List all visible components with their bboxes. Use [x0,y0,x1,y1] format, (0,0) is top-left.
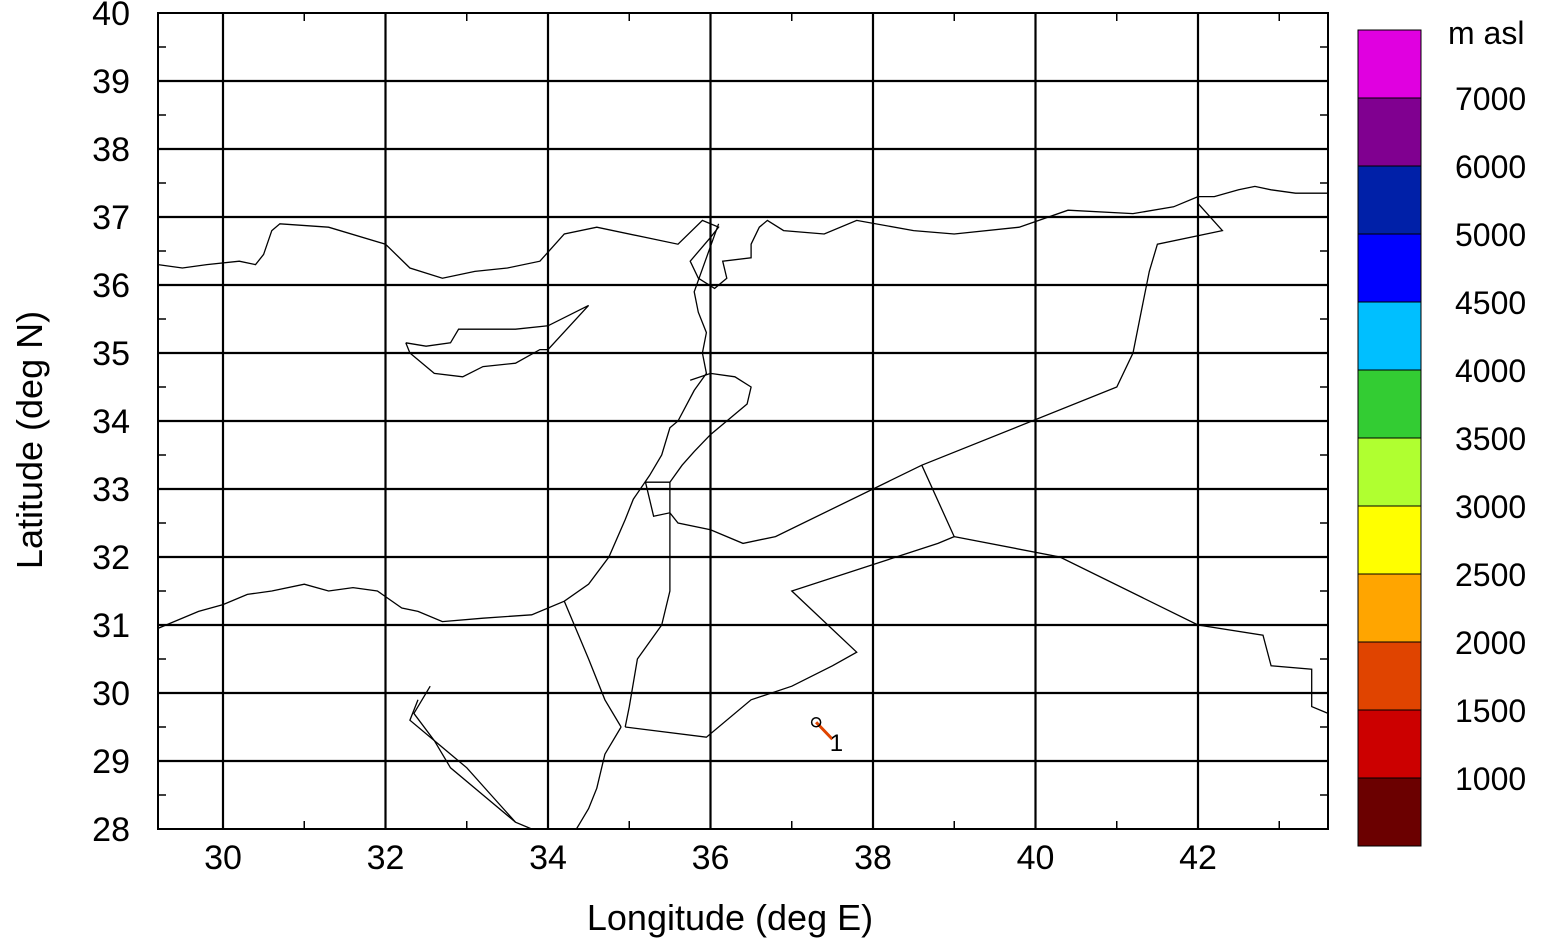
colorbar-label: 1500 [1455,693,1526,729]
jordan-israel-border [624,482,671,728]
syria-lebanon-border [645,372,752,483]
colorbar-swatch [1357,573,1422,643]
levant-coast [157,223,720,629]
colorbar-swatch [1357,301,1422,371]
colorbar-swatch [1357,97,1422,167]
colorbar-label: 1000 [1455,761,1526,797]
colorbar-label: 6000 [1455,149,1526,185]
colorbar-title: m asl [1448,15,1524,51]
x-tick-label: 32 [367,839,405,877]
x-tick-label: 34 [529,839,567,877]
x-tick-label: 30 [204,839,242,877]
coastlines-borders [157,185,1329,830]
colorbar-label: 4500 [1455,285,1526,321]
x-tick-label: 38 [854,839,892,877]
x-tick-label: 42 [1179,839,1217,877]
colorbar-swatch [1357,233,1422,303]
colorbar-label: 3000 [1455,489,1526,525]
trajectory-label: 1 [830,730,843,757]
sinai-gulf-aqaba [575,726,622,830]
egypt-israel-border [563,600,622,728]
plot-frame [157,12,1329,830]
y-tick-label: 36 [92,267,130,305]
cyprus [405,304,590,378]
colorbar-label: 7000 [1455,81,1526,117]
y-tick-label: 31 [92,607,130,645]
colorbar-swatch [1357,437,1422,507]
turkey-south-coast [157,185,1328,290]
colorbar-swatch [1357,709,1422,779]
colorbar-swatch [1357,777,1422,847]
colorbar-label: 2500 [1455,557,1526,593]
y-tick-label: 35 [92,335,130,373]
iraq-jordan-border [625,464,956,738]
colorbar-swatch [1357,29,1422,99]
y-tick-label: 28 [92,811,130,849]
trajectory-start-marker [810,716,822,728]
colorbar-swatch [1357,369,1422,439]
x-tick-label: 40 [1017,839,1055,877]
y-axis-label: Latitude (deg N) [9,311,50,569]
y-tick-label: 32 [92,539,130,577]
egypt-red-sea-coast [409,699,516,823]
colorbar-label: 3500 [1455,421,1526,457]
colorbar-swatch [1357,165,1422,235]
colorbar-label: 2000 [1455,625,1526,661]
axis-ticks: 30 32 34 36 38 40 42 28 29 30 31 32 33 34 35 36 37 38 39 40 [92,0,1328,877]
colorbar-label: 4000 [1455,353,1526,389]
y-tick-label: 30 [92,675,130,713]
y-tick-label: 40 [92,0,130,33]
y-tick-label: 37 [92,199,130,237]
colorbar: 1000 1500 2000 2500 3000 3500 4000 4500 5000 6000… [1357,15,1526,847]
y-tick-label: 34 [92,403,130,441]
x-axis-label: Longitude (deg E) [587,897,873,938]
colorbar-label: 5000 [1455,217,1526,253]
y-tick-label: 38 [92,131,130,169]
colorbar-swatch [1357,505,1422,575]
y-tick-label: 39 [92,63,130,101]
x-tick-label: 36 [692,839,730,877]
y-tick-label: 33 [92,471,130,509]
iraq-saudi-border [954,535,1329,714]
trajectory: 1 [810,716,843,757]
colorbar-swatch [1357,641,1422,711]
y-tick-label: 29 [92,743,130,781]
trajectory-line [815,721,834,741]
sinai-gulf-suez [413,685,532,830]
